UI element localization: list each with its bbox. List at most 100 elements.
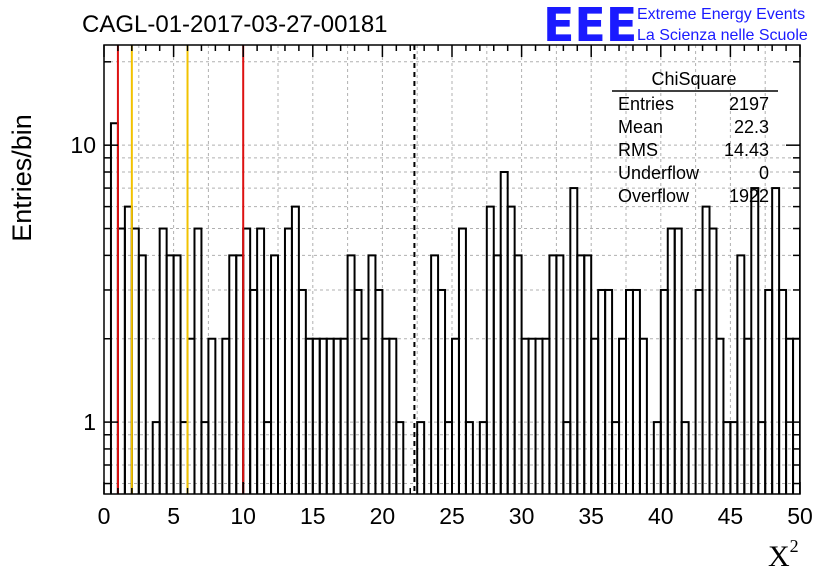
histogram-bin: [548, 254, 558, 494]
histogram-bin: [297, 288, 307, 494]
histogram-bin: [562, 421, 572, 494]
histogram-bin: [109, 122, 119, 494]
histogram-bin: [492, 254, 502, 494]
histogram-bin: [172, 254, 182, 494]
histogram-bin: [569, 187, 579, 494]
histogram-bin: [541, 337, 551, 494]
histogram-bin: [430, 254, 440, 494]
stats-row-label: Overflow: [618, 186, 690, 206]
x-axis-label: X2: [768, 536, 799, 572]
stats-row-label: Entries: [618, 94, 674, 114]
histogram-bin: [137, 254, 147, 494]
histogram-bin: [130, 227, 140, 494]
histogram-bin: [736, 254, 746, 494]
stats-title: ChiSquare: [651, 69, 736, 89]
stats-row-value: 0: [759, 163, 769, 183]
x-tick-label: 50: [787, 503, 813, 529]
histogram-bin: [478, 421, 488, 494]
stats-row-value: 1922: [729, 186, 769, 206]
stats-row-label: Mean: [618, 117, 663, 137]
x-tick-label: 15: [300, 503, 326, 529]
histogram-bin: [221, 337, 231, 494]
histogram-bin: [367, 254, 377, 494]
histogram-bin: [555, 254, 565, 494]
histogram-bin: [680, 421, 690, 494]
histogram-bin: [325, 337, 335, 494]
x-tick-label: 35: [578, 503, 604, 529]
histogram-bin: [464, 421, 474, 494]
histogram-bin: [771, 187, 781, 494]
histogram-bin: [346, 254, 356, 494]
x-axis-label-superscript: 2: [790, 536, 799, 556]
histogram-bin: [799, 227, 800, 494]
histogram-bin: [597, 288, 607, 494]
histogram-bars: [109, 122, 835, 534]
histogram-bin: [228, 254, 238, 494]
histogram-bin: [360, 337, 370, 494]
histogram-bin: [437, 288, 447, 494]
histogram-bin: [576, 254, 586, 494]
histogram-bin: [743, 337, 753, 494]
histogram-bin: [631, 288, 641, 494]
histogram-bin: [821, 339, 828, 534]
histogram-bin: [457, 227, 467, 494]
x-tick-label: 30: [509, 503, 535, 529]
histogram-bin: [625, 288, 634, 494]
x-tick-label: 0: [98, 503, 111, 529]
histogram-bin: [116, 227, 126, 494]
stats-row-value: 22.3: [734, 117, 769, 137]
y-tick-labels: 1 10: [70, 132, 96, 435]
histogram-bin: [583, 254, 593, 494]
histogram-bin: [638, 337, 648, 494]
x-tick-label: 5: [167, 503, 180, 529]
histogram-bin: [235, 254, 245, 494]
histogram-bin: [179, 421, 189, 494]
histogram-bin: [708, 227, 718, 494]
histogram-bin: [395, 421, 405, 494]
histogram-bin: [283, 227, 293, 494]
histogram-bin: [534, 337, 544, 494]
histogram-bin: [828, 255, 835, 534]
histogram-bin: [764, 288, 774, 494]
histogram-bin: [256, 227, 266, 494]
histogram-bin: [193, 227, 203, 494]
histogram-bin: [263, 421, 273, 494]
histogram-bin: [186, 337, 196, 494]
x-tick-label: 10: [230, 503, 256, 529]
histogram-bin: [604, 288, 614, 494]
logo-letters: EEE: [543, 0, 637, 52]
x-tick-label: 20: [370, 503, 396, 529]
histogram-bin: [757, 421, 767, 494]
histogram-bin: [332, 337, 342, 494]
y-tick-label: 1: [83, 409, 96, 435]
histogram-bin: [778, 288, 788, 494]
logo-line-2: La Scienza nelle Scuole: [637, 27, 808, 44]
histogram-bin: [659, 288, 669, 494]
y-tick-label: 10: [70, 132, 96, 158]
x-tick-label: 45: [718, 503, 744, 529]
stats-box: ChiSquare Entries 2197 Mean 22.3 RMS 14.43 Unde…: [612, 69, 778, 206]
histogram-bin: [513, 254, 523, 494]
histogram-bin: [200, 421, 210, 494]
histogram-bin: [151, 421, 161, 494]
axis-ticks: [103, 45, 801, 494]
histogram-bin: [207, 337, 217, 494]
histogram-bin: [750, 187, 760, 494]
stats-row-value: 2197: [729, 94, 769, 114]
histogram-bin: [242, 227, 252, 494]
histogram-bin: [694, 288, 704, 494]
histogram-bin: [353, 288, 363, 494]
chart-title: CAGL-01-2017-03-27-00181: [82, 11, 388, 38]
histogram-bin: [611, 421, 621, 494]
y-axis-label: Entries/bin: [7, 114, 37, 242]
logo-line-1: Extreme Energy Events: [637, 6, 805, 23]
x-tick-label: 40: [648, 503, 674, 529]
histogram-bin: [499, 171, 509, 494]
histogram-bin: [158, 227, 168, 494]
stats-row-label: Underflow: [618, 163, 700, 183]
reference-lines: [116, 45, 416, 494]
histogram-bin: [666, 227, 676, 494]
x-tick-label: 25: [439, 503, 465, 529]
histogram-bin: [374, 288, 384, 494]
